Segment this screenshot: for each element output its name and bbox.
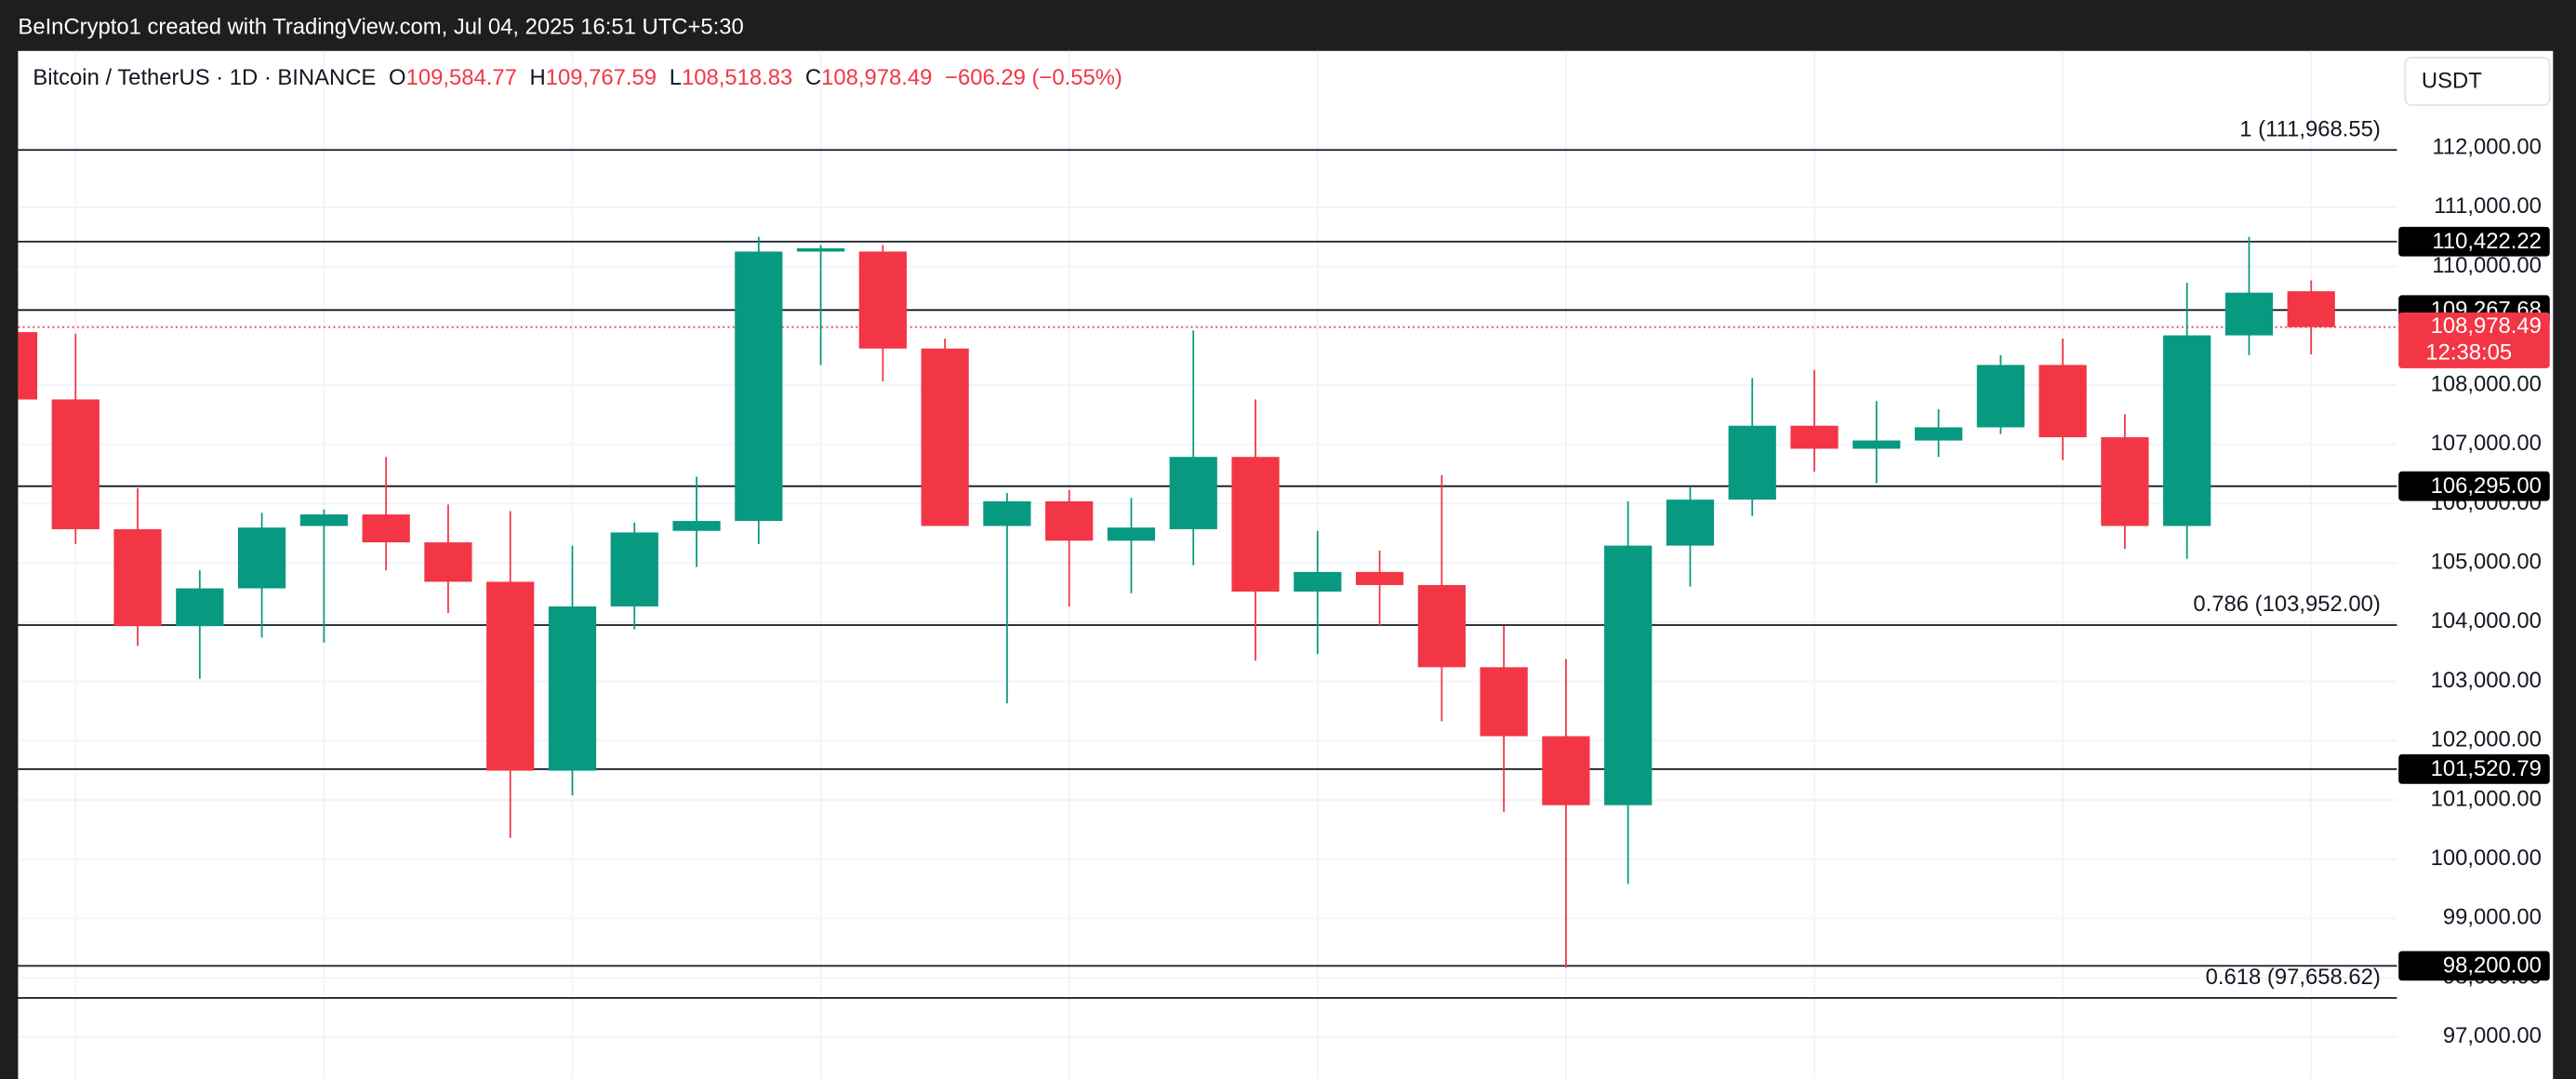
countdown-label: 12:38:05 [2425,340,2512,365]
currency-button[interactable]: USDT [2404,56,2551,106]
candle-body [1790,425,1839,449]
candle-body [1852,440,1901,449]
currency-label[interactable]: USDT [2422,69,2482,94]
candle-body [672,521,721,531]
candle-body [735,251,783,522]
legend: Bitcoin / TetherUS · 1D · BINANCE O109,5… [33,65,1122,90]
high-key: H [530,65,546,90]
price-level-box [2398,226,2550,257]
y-tick-label: 111,000.00 [2434,193,2542,219]
price-boxes: 110,422.22109,267.68106,295.00101,520.79… [2398,226,2550,981]
low-key: L [670,65,682,90]
candle-body [237,527,286,589]
candle-body [610,532,658,606]
candle-body [1728,425,1776,500]
candle-body [1045,500,1094,541]
price-level-label: 110,422.22 [2432,229,2541,254]
levels: 1 (111,968.55) 0.786 (103,952.00) 0.618 (9… [18,116,2397,999]
currency-button-bg[interactable] [2404,56,2551,106]
candle-body [1914,427,1963,441]
y-tick-label: 108,000.00 [2431,371,2542,396]
attribution: BeInCrypto1 created with TradingView.com… [18,14,743,39]
price-level-box [2398,471,2550,501]
last-price-box [2398,312,2550,368]
candle-body [1294,571,1342,593]
close-value: 108,978.49 [821,65,932,90]
candle-body [176,588,224,627]
candle-body [921,348,969,526]
candle-body [1542,736,1590,806]
y-tick-label: 102,000.00 [2431,727,2542,753]
low-value: 108,518.83 [682,65,792,90]
y-tick-label: 101,000.00 [2431,786,2542,811]
candle-body [424,542,472,582]
open-value: 109,584.77 [406,65,517,90]
candle-body [1666,500,1715,546]
candle-body [1355,571,1404,585]
candle-body [2163,335,2211,526]
price-level-label: 98,200.00 [2443,953,2542,979]
candle-body [858,251,907,349]
candles [18,236,2335,968]
candle-body [51,399,100,529]
candle-body [796,247,845,252]
high-value: 109,767.59 [546,65,657,90]
y-tick-label: 99,000.00 [2443,905,2542,930]
candle-body [486,581,535,771]
candle-body [548,606,597,771]
candle-body [362,514,410,543]
candle-body [2287,291,2335,327]
price-level-label: 101,520.79 [2431,756,2542,781]
close-key: C [805,65,821,90]
y-tick-label: 107,000.00 [2431,431,2542,456]
fib-label: 1 (111,968.55) [2239,116,2380,141]
y-tick-label: 105,000.00 [2431,549,2542,574]
y-tick-label: 112,000.00 [2432,135,2541,160]
candle-body [113,528,162,627]
symbol: Bitcoin / TetherUS · 1D · BINANCE [33,65,376,90]
open-key: O [389,65,406,90]
candle-body [1604,545,1653,806]
y-tick-label: 97,000.00 [2443,1023,2542,1048]
change: −606.29 (−0.55%) [945,65,1122,90]
candle-body [1976,365,2025,428]
fib-label: 0.786 (103,952.00) [2193,592,2380,617]
price-level-box [2398,951,2550,981]
candle-body [1417,584,1466,668]
candle-body [983,500,1031,526]
candle-body [1480,667,1528,737]
candle-body [2224,292,2274,336]
y-tick-label: 110,000.00 [2432,253,2541,278]
fib-label: 0.618 (97,658.62) [2206,965,2381,990]
y-tick-label: 104,000.00 [2431,608,2542,633]
candle-body [1107,527,1156,541]
candle-body [299,514,348,526]
y-tick-label: 100,000.00 [2431,846,2542,871]
last-price-label: 108,978.49 [2431,313,2542,339]
candle-body [2038,365,2087,438]
price-level-label: 106,295.00 [2431,473,2542,499]
candle-body [1169,457,1217,529]
candle-body [2101,437,2149,526]
candle-body [18,332,38,400]
price-level-box [2398,753,2550,784]
y-tick-label: 103,000.00 [2431,668,2542,693]
grid [18,50,2397,1079]
chart-area [18,50,2554,1079]
candle-body [1231,457,1280,593]
